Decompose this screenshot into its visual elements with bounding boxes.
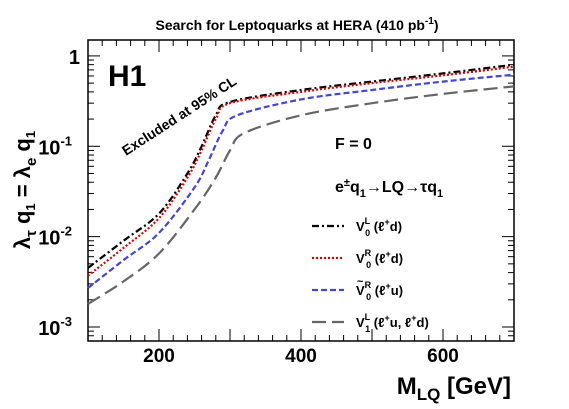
y-tick-label: 10-1 bbox=[38, 133, 72, 159]
legend-sub: 0 bbox=[366, 260, 371, 270]
y-tick-exp: -3 bbox=[60, 314, 72, 329]
y-title-e: e bbox=[23, 158, 40, 166]
legend-sub: 1 bbox=[365, 324, 370, 334]
y-title-q1: q bbox=[10, 211, 35, 231]
legend-main: V bbox=[356, 219, 365, 234]
y-title-sub1: 1 bbox=[23, 203, 38, 210]
x-tick-labels: 200 400 600 bbox=[143, 346, 459, 367]
x-tick-label: 600 bbox=[427, 346, 459, 367]
series-line-1 bbox=[87, 65, 515, 277]
y-title-tau: τ bbox=[23, 230, 40, 237]
y-tick-labels: 10-310-210-11 bbox=[38, 47, 80, 340]
legend: VL 0 (ℓ+d)VR 0 (ℓ+d)VR 0 (ℓ+u)~VL 1 (ℓ+u, ℓ+… bbox=[312, 216, 429, 334]
x-title-m: M bbox=[397, 373, 417, 400]
y-tick-base: 10 bbox=[38, 228, 60, 250]
series-line-3 bbox=[87, 85, 515, 305]
y-title-lambda1: λ bbox=[10, 237, 35, 249]
legend-text: (ℓ bbox=[371, 283, 385, 298]
legend-sup3: + bbox=[411, 313, 416, 323]
y-title-eq: = λ bbox=[10, 166, 35, 203]
legend-tilde: ~ bbox=[357, 276, 364, 288]
y-tick-base: 10 bbox=[38, 318, 60, 340]
y-tick-exp: -2 bbox=[60, 224, 72, 239]
f-label: F = 0 bbox=[335, 136, 372, 153]
axis-ticks bbox=[87, 40, 515, 342]
experiment-label: H1 bbox=[108, 60, 146, 93]
x-axis-title: MLQ [GeV] bbox=[397, 373, 511, 404]
x-title-gev: [GeV] bbox=[447, 373, 511, 400]
y-tick-base: 10 bbox=[38, 137, 60, 159]
y-tick-label: 10-3 bbox=[38, 314, 72, 340]
process-q1-sub: 1 bbox=[360, 188, 366, 200]
y-tick-base: 1 bbox=[69, 47, 80, 69]
legend-label-1: VR 0 (ℓ+d) bbox=[356, 248, 403, 270]
y-tick-exp: -1 bbox=[60, 133, 72, 148]
x-title-sub: LQ bbox=[417, 385, 441, 404]
y-title-q2: q bbox=[10, 138, 35, 158]
x-tick-label: 400 bbox=[285, 346, 317, 367]
legend-sup: L bbox=[365, 312, 371, 322]
series-group bbox=[87, 63, 515, 305]
x-tick-label: 200 bbox=[143, 346, 175, 367]
series-line-0 bbox=[87, 63, 515, 269]
legend-main: V bbox=[356, 283, 365, 298]
legend-rest: u) bbox=[391, 283, 403, 298]
process-label: e±q1→LQ→τq1 bbox=[335, 177, 443, 200]
x-title-unit bbox=[440, 373, 447, 400]
legend-rest: u, ℓ bbox=[390, 315, 412, 330]
process-q2-sub: 1 bbox=[437, 188, 443, 200]
plot-frame bbox=[87, 39, 515, 342]
legend-label-0: VL 0 (ℓ+d) bbox=[356, 216, 402, 238]
legend-main: V bbox=[356, 315, 365, 330]
y-title-sub2: 1 bbox=[23, 131, 38, 138]
chart-title-end: ) bbox=[434, 17, 439, 33]
y-tick-label: 1 bbox=[69, 47, 80, 69]
legend-rest2: d) bbox=[417, 315, 429, 330]
legend-text: (ℓ bbox=[370, 315, 384, 330]
chart-title: Search for Leptoquarks at HERA (410 pb-1… bbox=[155, 16, 438, 33]
chart-title-main: Search for Leptoquarks at HERA (410 pb bbox=[155, 17, 424, 33]
legend-text: (ℓ bbox=[371, 251, 385, 266]
legend-sub: 0 bbox=[365, 228, 370, 238]
legend-sub: 0 bbox=[366, 292, 371, 302]
legend-sup: R bbox=[365, 248, 372, 258]
legend-sup2: + bbox=[385, 281, 390, 291]
legend-sup2: + bbox=[385, 249, 390, 259]
legend-sup2: + bbox=[384, 313, 389, 323]
legend-label-3: VL 1 (ℓ+u, ℓ+d) bbox=[356, 312, 429, 334]
y-axis-title: λτ q1 = λe q1 bbox=[10, 131, 40, 249]
legend-label-2: VR 0 (ℓ+u) bbox=[356, 280, 403, 302]
legend-sup: R bbox=[365, 280, 372, 290]
process-pm: ± bbox=[344, 177, 350, 189]
process-q1: q bbox=[350, 179, 360, 196]
y-tick-label: 10-2 bbox=[38, 224, 72, 250]
legend-rest: d) bbox=[390, 219, 402, 234]
process-arrow1: →LQ→τq bbox=[366, 179, 437, 196]
chart-title-sup: -1 bbox=[425, 16, 434, 27]
legend-main: V bbox=[356, 251, 365, 266]
legend-sup: L bbox=[365, 216, 371, 226]
process-e: e bbox=[335, 179, 344, 196]
legend-rest: d) bbox=[391, 251, 403, 266]
svg-text:λτ q1 = λe q1: λτ q1 = λe q1 bbox=[10, 131, 40, 249]
series-line-2 bbox=[87, 73, 515, 289]
legend-sup2: + bbox=[384, 217, 389, 227]
legend-text: (ℓ bbox=[370, 219, 384, 234]
